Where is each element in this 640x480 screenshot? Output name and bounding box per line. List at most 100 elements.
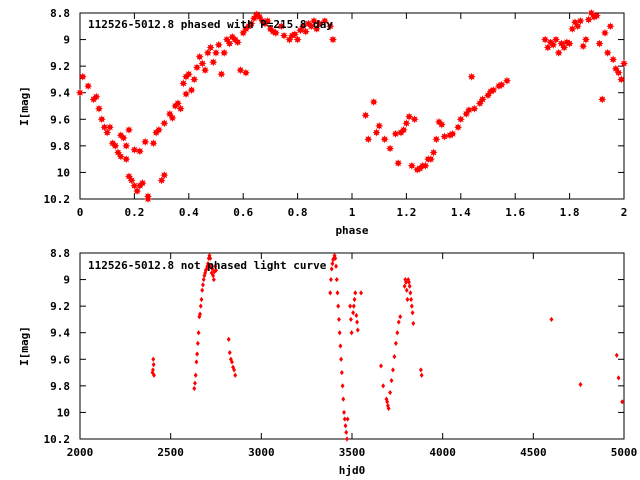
y-axis-title: I[mag] <box>18 326 31 366</box>
x-tick-label: 3500 <box>339 446 366 459</box>
data-point <box>391 129 400 138</box>
data-point <box>307 22 316 31</box>
data-point <box>355 327 360 333</box>
axis-ticks <box>79 252 625 440</box>
y-tick-label: 8.8 <box>50 247 70 260</box>
data-point <box>76 88 84 97</box>
data-point <box>214 267 218 273</box>
data-point <box>206 261 210 267</box>
data-point <box>299 22 307 31</box>
data-point <box>111 141 120 150</box>
data-points <box>150 253 625 442</box>
data-point <box>369 98 378 106</box>
data-point <box>236 66 245 75</box>
data-point <box>429 148 438 157</box>
data-point <box>184 70 193 79</box>
data-point <box>133 187 142 195</box>
x-tick-labels: 0 0.2 0.4 0.6 0.8 1 1.2 1.4 1.6 1.8 2 <box>77 206 628 219</box>
data-point <box>138 179 147 188</box>
data-point <box>334 276 339 283</box>
data-point <box>168 114 177 122</box>
data-point <box>576 17 585 25</box>
y-tick-label: 9.2 <box>50 60 70 73</box>
data-point <box>290 30 299 39</box>
data-point <box>410 310 415 316</box>
data-point <box>190 75 199 84</box>
data-point <box>609 55 618 64</box>
data-point <box>552 35 560 44</box>
data-point <box>497 80 506 89</box>
data-point <box>263 17 272 25</box>
data-point <box>271 28 280 37</box>
data-point <box>386 144 395 153</box>
data-point <box>232 367 237 373</box>
data-point <box>217 70 226 79</box>
data-point <box>394 159 403 168</box>
data-point <box>309 17 318 25</box>
y-tick-label: 9.4 <box>50 87 70 100</box>
data-point <box>418 367 423 373</box>
plot-frame <box>79 252 625 440</box>
data-point <box>342 409 346 416</box>
data-point <box>330 261 335 267</box>
data-point <box>353 290 358 296</box>
data-point <box>592 11 601 20</box>
data-point <box>125 125 133 134</box>
data-point <box>432 135 441 144</box>
data-point <box>176 104 185 113</box>
x-tick-label: 1 <box>349 206 356 219</box>
data-point <box>598 95 607 104</box>
data-point <box>192 385 197 392</box>
data-point <box>141 137 150 146</box>
data-point <box>329 35 337 44</box>
data-points <box>76 9 628 203</box>
data-point <box>345 416 350 422</box>
data-point <box>355 319 360 325</box>
data-point <box>208 255 213 261</box>
data-point <box>122 141 131 150</box>
x-tick-label: 0 <box>77 206 84 219</box>
data-point <box>407 161 416 170</box>
data-point <box>315 19 324 28</box>
data-point <box>348 303 353 309</box>
data-point <box>326 22 335 31</box>
x-tick-label: 0.8 <box>288 206 308 219</box>
data-point <box>388 389 393 396</box>
data-point <box>351 303 356 309</box>
data-point <box>195 52 204 61</box>
data-point <box>407 283 412 289</box>
data-point <box>361 111 370 120</box>
y-tick-label: 10.2 <box>44 433 71 446</box>
data-point <box>354 312 359 319</box>
data-point <box>554 48 563 57</box>
data-point <box>212 48 220 57</box>
data-point <box>193 63 201 72</box>
data-point <box>339 369 344 376</box>
y-tick-label: 9.6 <box>50 113 70 126</box>
data-point <box>198 59 207 68</box>
data-point <box>206 43 215 52</box>
data-point <box>402 119 411 128</box>
data-point <box>389 377 394 384</box>
data-point <box>385 399 390 405</box>
data-point <box>226 336 231 342</box>
data-point <box>440 132 449 141</box>
data-point <box>578 381 583 388</box>
data-point <box>614 352 619 358</box>
data-point <box>209 58 218 67</box>
data-point <box>437 120 446 129</box>
data-point <box>241 68 250 77</box>
data-point <box>157 176 166 185</box>
data-point <box>328 290 333 296</box>
data-point <box>95 104 103 113</box>
data-point <box>213 263 218 269</box>
data-point <box>396 319 401 325</box>
data-point <box>359 290 364 296</box>
data-point <box>342 416 347 422</box>
data-point <box>135 147 144 156</box>
data-point <box>154 125 163 134</box>
y-tick-label: 9.8 <box>50 380 70 393</box>
data-point <box>200 287 205 293</box>
data-point <box>409 296 414 303</box>
